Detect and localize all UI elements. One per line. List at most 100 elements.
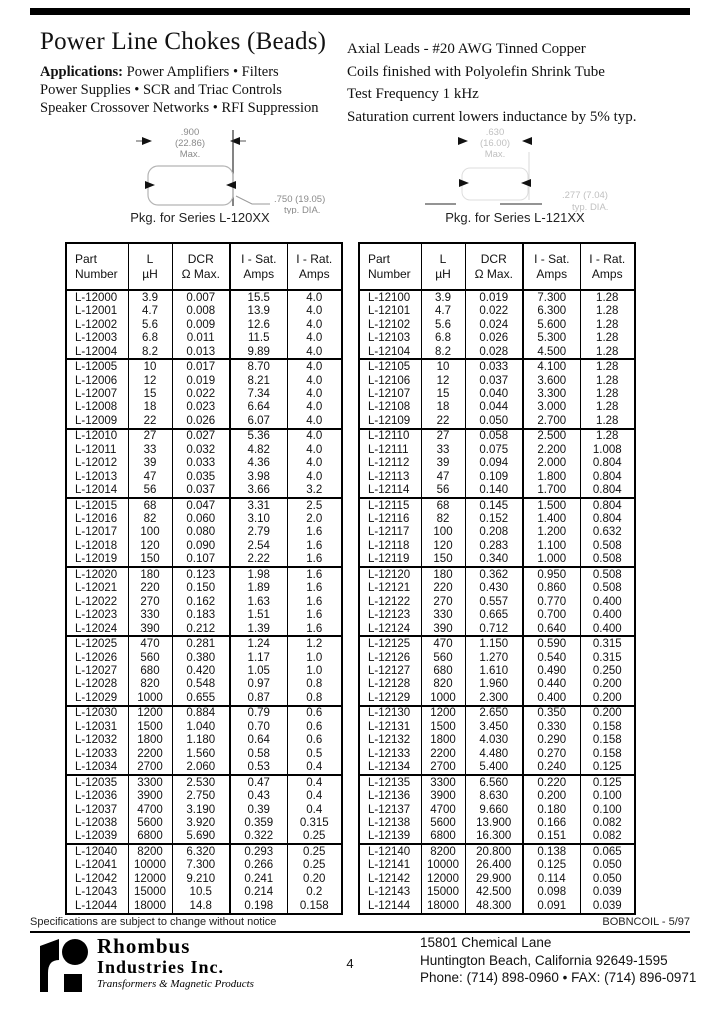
- table-row: L-12042 12000 9.210 0.241 0.20: [66, 872, 342, 886]
- table-cell: 5.6: [127, 317, 172, 332]
- table-cell: 0.200: [522, 789, 580, 803]
- table-cell: 0.5: [286, 747, 342, 761]
- table-cell: 1.24: [229, 635, 287, 651]
- table-cell: L-12025: [66, 635, 128, 651]
- table-cell: 0.950: [522, 566, 580, 582]
- table-cell: 560: [127, 650, 172, 665]
- table-cell: 0.007: [171, 290, 230, 305]
- table-body: L-12100 3.9 0.019 7.300 1.28 L-12101 4.7 0.022 6…: [359, 290, 635, 914]
- table-row: L-12013 47 0.035 3.98 4.0: [66, 469, 342, 484]
- table-cell: 68: [420, 496, 465, 513]
- table-cell: 1.6: [286, 621, 342, 637]
- table-cell: 82: [420, 512, 465, 526]
- table-cell: 270: [127, 595, 172, 609]
- table-cell: 0.060: [171, 512, 230, 526]
- table-cell: 0.712: [464, 621, 523, 637]
- table-cell: 0.4: [286, 774, 342, 790]
- table-cell: L-12107: [368, 387, 411, 400]
- table-cell: L-12005: [66, 358, 128, 374]
- table-cell: 0.548: [171, 677, 230, 692]
- table-cell: L-12143: [368, 886, 411, 899]
- table-cell: 8.70: [229, 358, 287, 374]
- table-row: L-12003 6.8 0.011 11.5 4.0: [66, 331, 342, 345]
- table-row: L-12120 180 0.362 0.950 0.508: [359, 566, 635, 582]
- table-cell: 22: [420, 414, 465, 429]
- table-cell: 0.770: [522, 595, 580, 609]
- table-cell: 1.6: [286, 525, 342, 540]
- table-cell: 0.4: [286, 802, 342, 817]
- table-cell: 0.270: [522, 747, 580, 761]
- table-cell: 10.5: [171, 885, 230, 899]
- table-cell: 0.100: [579, 789, 635, 803]
- table-cell: L-12016: [75, 513, 118, 526]
- table-cell: L-12029: [75, 691, 118, 704]
- table-cell: L-12026: [75, 651, 118, 664]
- table-row: L-12135 3300 6.560 0.220 0.125: [359, 774, 635, 790]
- table-cell: 12000: [420, 872, 465, 886]
- table-cell: 7.34: [229, 387, 287, 401]
- rhombus-logo-icon: [40, 939, 88, 992]
- table-cell: 1.98: [229, 566, 287, 582]
- table-cell: 0.350: [522, 704, 580, 721]
- table-cell: 1.6: [286, 552, 342, 568]
- table-cell: 1.6: [286, 539, 342, 553]
- table-cell: 0.53: [229, 760, 287, 775]
- company-tagline: Transformers & Magnetic Products: [97, 978, 254, 990]
- table-cell: L-12137: [368, 803, 411, 816]
- table-cell: 0.011: [171, 331, 230, 345]
- footer-rule: [30, 931, 690, 933]
- table-cell: 0.082: [579, 829, 635, 845]
- table-cell: 1.960: [464, 677, 523, 692]
- table-row: L-12018 120 0.090 2.54 1.6: [66, 539, 342, 553]
- table-row: L-12140 8200 20.800 0.138 0.065: [359, 843, 635, 859]
- table-cell: 0.019: [171, 373, 230, 388]
- table-cell: 10000: [420, 858, 465, 873]
- table-cell: 0.013: [171, 344, 230, 360]
- caption-series-L121XX: Pkg. for Series L-121XX: [445, 210, 585, 225]
- table-cell: 0.200: [579, 704, 635, 721]
- table-cell: L-12022: [75, 595, 118, 608]
- col-header-i-sat: I - Sat. Amps: [229, 243, 287, 291]
- table-row: L-12025 470 0.281 1.24 1.2: [66, 635, 342, 651]
- table-cell: 0.123: [171, 566, 230, 582]
- table-cell: L-12101: [368, 305, 411, 318]
- choke-body-outline: [461, 167, 529, 201]
- table-cell: 390: [127, 621, 172, 637]
- table-cell: 0.114: [522, 872, 580, 886]
- table-cell: 15: [127, 387, 172, 401]
- table-row: L-12130 1200 2.650 0.350 0.200: [359, 704, 635, 721]
- table-cell: 5.6: [420, 317, 465, 332]
- table-cell: 560: [420, 650, 465, 665]
- table-cell: 0.098: [522, 885, 580, 899]
- table-cell: L-12109: [368, 414, 411, 427]
- table-cell: 47: [420, 469, 465, 484]
- table-row: L-12137 4700 9.660 0.180 0.100: [359, 802, 635, 817]
- table-cell: L-12004: [75, 345, 118, 358]
- table-row: L-12012 39 0.033 4.36 4.0: [66, 456, 342, 470]
- table-cell: 0.241: [229, 872, 287, 886]
- table-row: L-12009 22 0.026 6.07 4.0: [66, 414, 342, 429]
- table-row: L-12103 6.8 0.026 5.300 1.28: [359, 331, 635, 345]
- table-cell: L-12132: [368, 734, 411, 747]
- table-cell: 0.25: [286, 858, 342, 873]
- dim-top-line3: Max.: [180, 149, 201, 160]
- table-cell: 0.026: [171, 414, 230, 429]
- dim-arrow-right: [522, 137, 532, 145]
- table-cell: L-12010: [66, 427, 128, 444]
- table-cell: 0.026: [464, 331, 523, 345]
- table-row: L-12144 18000 48.300 0.091 0.039: [359, 899, 635, 914]
- table-cell: 1000: [420, 691, 465, 706]
- table-cell: 0.140: [464, 483, 523, 498]
- table-cell: L-12034: [75, 761, 118, 774]
- table-cell: 1.28: [579, 414, 635, 429]
- table-cell: 0.037: [464, 373, 523, 388]
- table-cell: 1.0: [286, 650, 342, 665]
- table-row: L-12113 47 0.109 1.800 0.804: [359, 469, 635, 484]
- table-cell: 0.220: [522, 774, 580, 790]
- table-cell: 2.750: [171, 789, 230, 803]
- dim-top-line2: (22.86): [175, 138, 205, 149]
- table-cell: 1.28: [579, 290, 635, 305]
- table-cell: 3.190: [171, 802, 230, 817]
- table-cell: 3300: [420, 774, 465, 790]
- page-number: 4: [346, 956, 354, 971]
